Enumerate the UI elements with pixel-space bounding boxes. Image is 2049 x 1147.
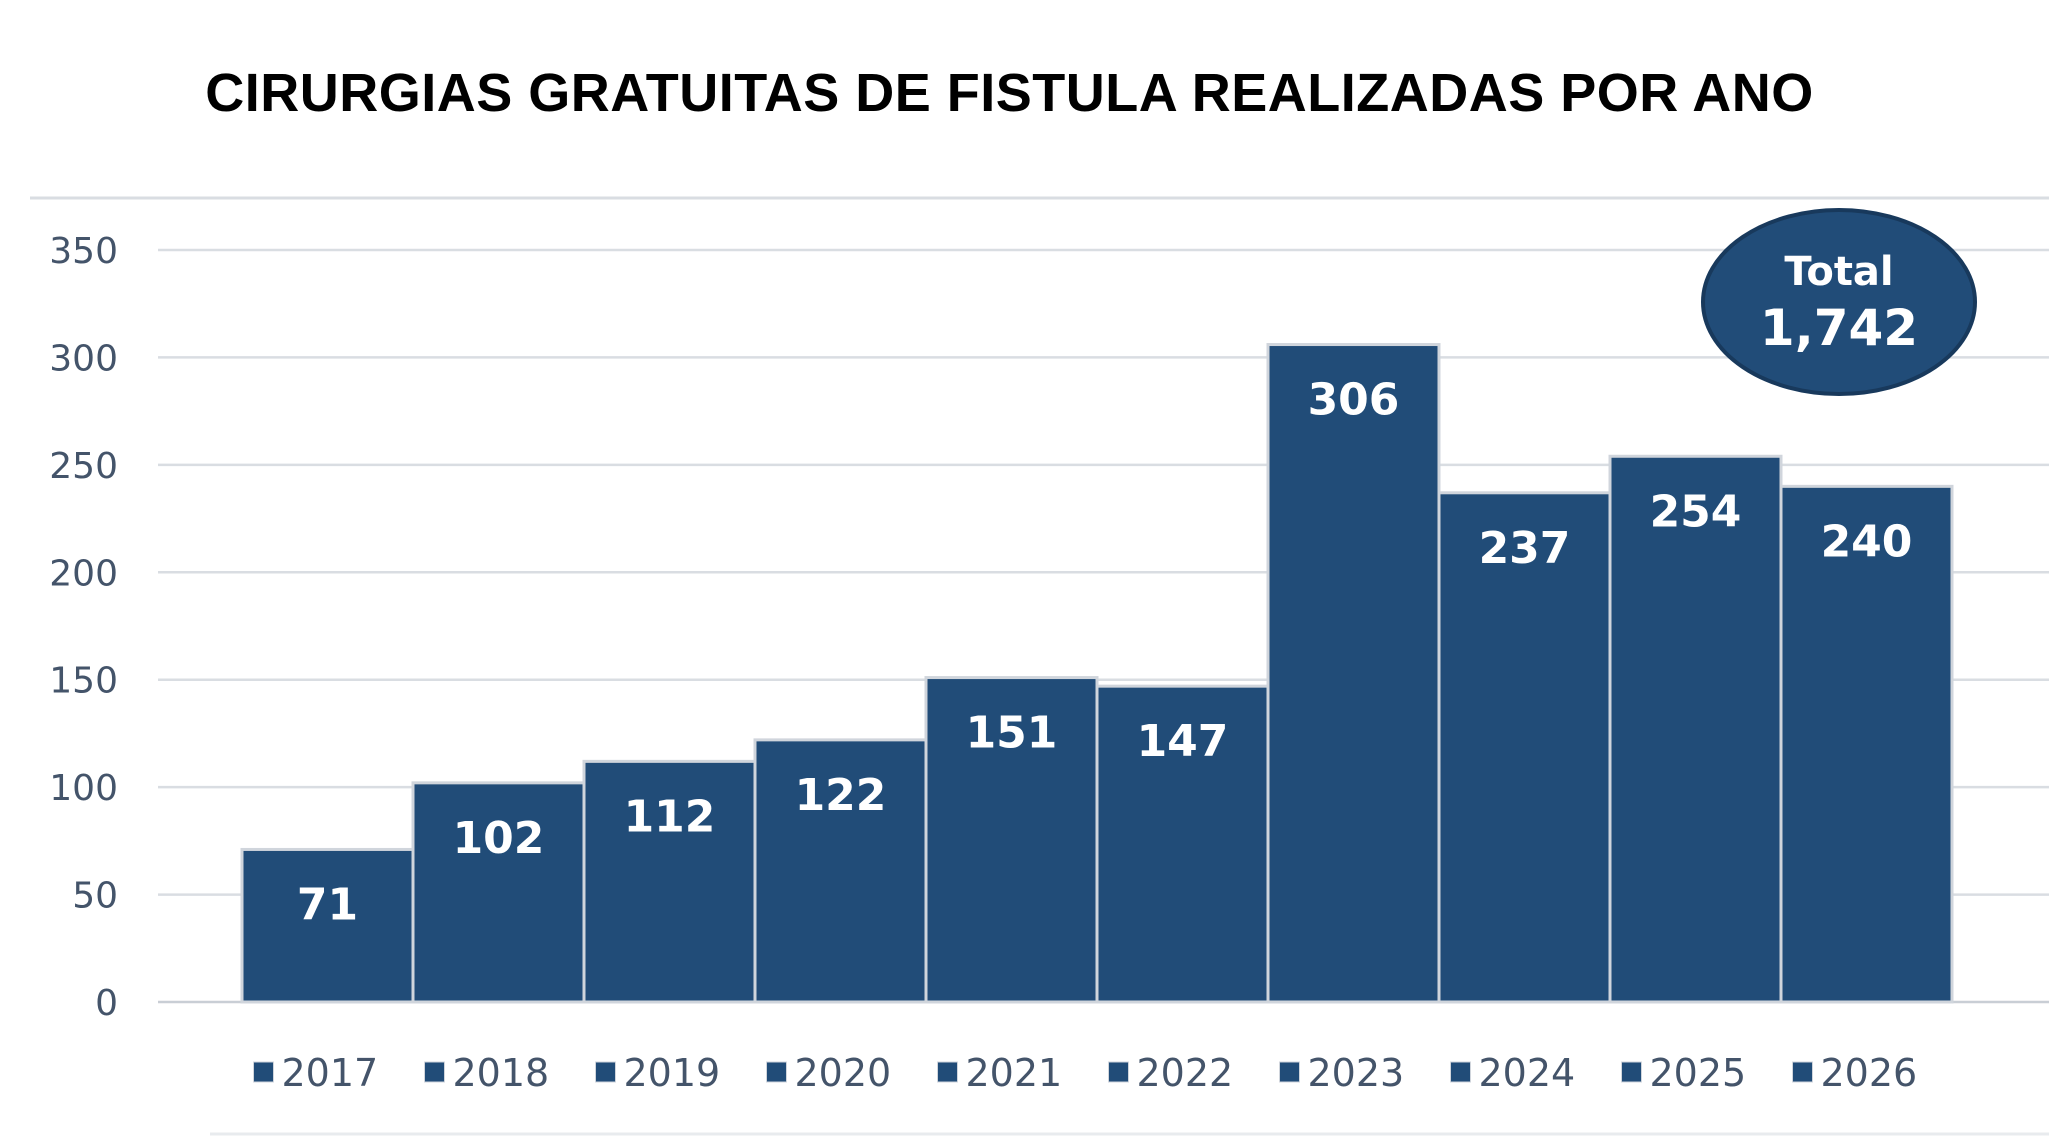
- legend-label-2017: 2017: [282, 1051, 379, 1095]
- y-axis: 0 50 100 150 200 250 300 350: [49, 231, 118, 1024]
- data-label-2023: 306: [1308, 375, 1400, 426]
- legend-swatch-2020: [766, 1061, 787, 1083]
- legend-label-2025: 2025: [1650, 1051, 1747, 1095]
- data-label-2021: 151: [966, 708, 1058, 759]
- legend-label-2026: 2026: [1821, 1051, 1918, 1095]
- total-badge: Total 1,742: [1701, 208, 1977, 396]
- legend-swatch-2024: [1450, 1061, 1471, 1083]
- legend-swatch-2026: [1792, 1061, 1813, 1083]
- data-label-2022: 147: [1137, 716, 1229, 767]
- data-labels: 71 102 112 122 151 147 306 237 254 240: [297, 375, 1913, 931]
- bar-2019: [582, 759, 757, 1004]
- legend-label-2023: 2023: [1308, 1051, 1405, 1095]
- y-tick-label: 50: [72, 876, 118, 917]
- legend-swatch-2025: [1621, 1061, 1642, 1083]
- bar-2026: [1779, 484, 1954, 1004]
- y-tick-label: 250: [49, 446, 118, 487]
- legend-swatch-2018: [424, 1061, 445, 1083]
- legend-swatch-2022: [1108, 1061, 1129, 1083]
- data-label-2024: 237: [1479, 523, 1571, 574]
- legend-label-2021: 2021: [966, 1051, 1063, 1095]
- data-label-2025: 254: [1650, 486, 1742, 537]
- legend: 2017 2018 2019 2020 2021 2022 2023 2024 2025 2026: [253, 1051, 1918, 1095]
- y-tick-label: 350: [49, 231, 118, 272]
- bars: [240, 343, 1954, 1004]
- bar-2021: [924, 676, 1099, 1004]
- legend-label-2019: 2019: [624, 1051, 721, 1095]
- y-tick-label: 0: [95, 983, 118, 1024]
- y-tick-label: 200: [49, 553, 118, 594]
- bar-2020: [753, 738, 928, 1004]
- bar-2022: [1095, 684, 1270, 1004]
- y-tick-label: 100: [49, 768, 118, 809]
- total-badge-label: Total: [1784, 249, 1893, 295]
- data-label-2026: 240: [1821, 516, 1913, 567]
- bar-2018: [411, 781, 586, 1004]
- legend-label-2024: 2024: [1479, 1051, 1576, 1095]
- chart-title: CIRURGIAS GRATUITAS DE FISTULA REALIZADA…: [205, 63, 1814, 123]
- legend-label-2020: 2020: [795, 1051, 892, 1095]
- bar-2024: [1437, 491, 1612, 1004]
- legend-label-2018: 2018: [453, 1051, 550, 1095]
- data-label-2019: 112: [624, 791, 716, 842]
- data-label-2018: 102: [453, 813, 545, 864]
- legend-swatch-2023: [1279, 1061, 1300, 1083]
- bar-2023: [1266, 343, 1441, 1004]
- y-tick-label: 300: [49, 338, 118, 379]
- legend-label-2022: 2022: [1137, 1051, 1234, 1095]
- data-label-2020: 122: [795, 770, 887, 821]
- data-label-2017: 71: [297, 879, 358, 930]
- legend-swatch-2021: [937, 1061, 958, 1083]
- legend-swatch-2017: [253, 1061, 274, 1083]
- legend-swatch-2019: [595, 1061, 616, 1083]
- total-badge-value: 1,742: [1760, 299, 1918, 357]
- y-tick-label: 150: [49, 661, 118, 702]
- total-badge-ellipse: [1701, 208, 1977, 396]
- bar-2025: [1608, 454, 1783, 1004]
